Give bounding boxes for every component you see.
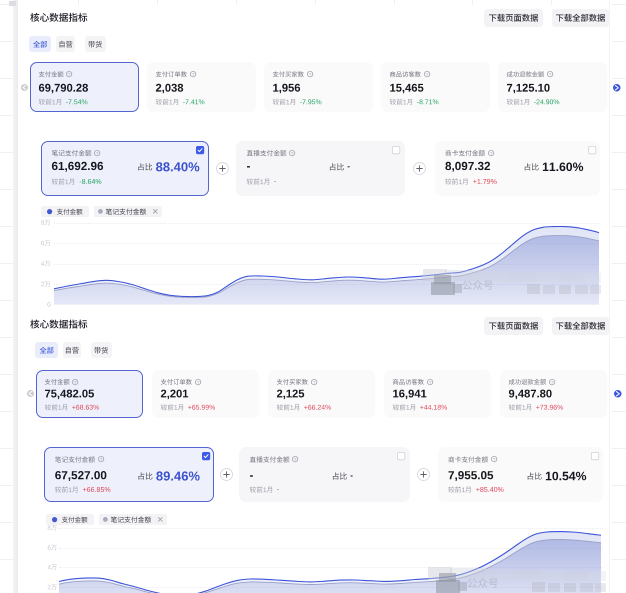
- svg-text:?: ?: [99, 457, 102, 462]
- svg-text:?: ?: [493, 457, 496, 462]
- svg-text:?: ?: [551, 379, 554, 384]
- svg-text:?: ?: [428, 379, 431, 384]
- svg-text:?: ?: [74, 379, 77, 384]
- svg-text:?: ?: [490, 151, 493, 156]
- svg-text:?: ?: [291, 151, 294, 156]
- svg-text:?: ?: [312, 379, 315, 384]
- svg-text:?: ?: [549, 72, 552, 77]
- svg-text:?: ?: [191, 72, 194, 77]
- svg-text:?: ?: [294, 457, 297, 462]
- svg-text:?: ?: [196, 379, 199, 384]
- svg-text:?: ?: [308, 72, 311, 77]
- svg-text:?: ?: [96, 151, 99, 156]
- svg-text:?: ?: [68, 72, 71, 77]
- svg-text:?: ?: [425, 72, 428, 77]
